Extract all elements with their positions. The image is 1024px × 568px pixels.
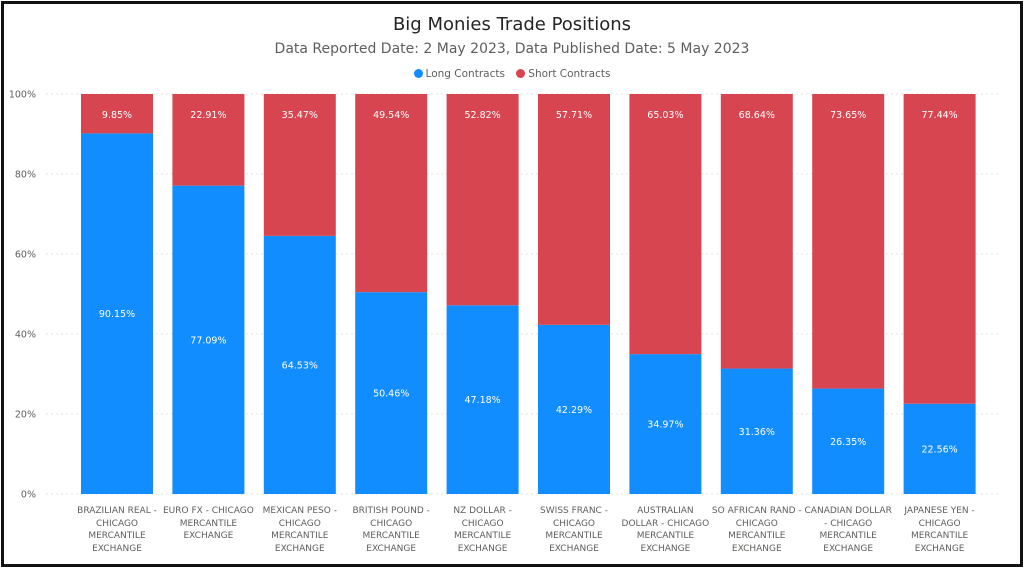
bar-short [263, 94, 336, 236]
data-label-long: 47.18% [464, 395, 500, 406]
legend-item-long[interactable]: Long Contracts [413, 68, 505, 80]
data-label-short: 57.71% [556, 110, 592, 121]
bar-short [81, 94, 153, 134]
bar-short [446, 94, 519, 306]
x-tick-label: CANADIAN DOLLAR - CHICAGO MERCANTILE EXC… [804, 506, 892, 554]
bar-short [538, 94, 610, 325]
bar-long [538, 324, 610, 494]
bar-long [172, 185, 245, 494]
legend-label-short: Short Contracts [528, 68, 611, 80]
y-tick-label: 40% [15, 330, 36, 341]
data-label-long: 50.46% [373, 389, 409, 400]
bar-long [812, 388, 885, 494]
data-label-long: 31.36% [739, 427, 775, 438]
legend-marker-long [413, 69, 423, 78]
chart-subtitle: Data Reported Date: 2 May 2023, Data Pub… [274, 41, 750, 57]
x-tick-label: NZ DOLLAR - CHICAGO MERCANTILE EXCHANGE [453, 506, 512, 554]
y-tick-label: 20% [15, 410, 36, 421]
data-label-long: 26.35% [830, 437, 866, 448]
data-label-short: 77.44% [921, 110, 957, 121]
bar-short [903, 94, 976, 404]
legend-item-short[interactable]: Short Contracts [516, 68, 610, 80]
bar-long [903, 403, 976, 494]
bar-short [355, 94, 428, 293]
data-label-short: 68.64% [739, 110, 775, 121]
legend-label-long: Long Contracts [425, 68, 505, 80]
y-tick-label: 0% [21, 490, 36, 501]
bar-long [629, 354, 702, 494]
bar-long [81, 133, 153, 494]
data-label-short: 22.91% [190, 110, 226, 121]
legend: Long Contracts Short Contracts [0, 68, 1024, 80]
bar-short [629, 94, 702, 355]
bar-long [263, 235, 336, 494]
bar-short [172, 94, 245, 186]
data-label-long: 64.53% [282, 360, 318, 371]
data-label-long: 77.09% [190, 335, 226, 346]
bar-long [355, 292, 428, 494]
bar-short [812, 94, 885, 389]
data-label-long: 90.15% [99, 309, 135, 320]
x-tick-label: SWISS FRANC - CHICAGO MERCANTILE EXCHANG… [540, 506, 608, 554]
data-label-long: 34.97% [647, 420, 683, 431]
legend-marker-short [516, 69, 526, 78]
data-label-short: 52.82% [464, 110, 500, 121]
data-label-short: 49.54% [373, 110, 409, 121]
chart-title: Big Monies Trade Positions [392, 14, 632, 35]
data-label-long: 22.56% [921, 444, 957, 455]
data-label-short: 73.65% [830, 110, 866, 121]
x-tick-label: MEXICAN PESO - CHICAGO MERCANTILE EXCHAN… [262, 506, 337, 554]
y-tick-label: 60% [15, 250, 36, 261]
x-tick-label: BRAZILIAN REAL - CHICAGO MERCANTILE EXCH… [77, 506, 157, 554]
data-label-short: 35.47% [282, 110, 318, 121]
y-tick-label: 80% [15, 170, 36, 181]
bar-long [720, 368, 793, 494]
data-label-short: 9.85% [102, 110, 132, 121]
bar-long [446, 305, 519, 494]
x-tick-label: BRITISH POUND - CHICAGO MERCANTILE EXCHA… [352, 506, 430, 554]
bar-short [720, 94, 793, 369]
y-tick-label: 100% [9, 90, 36, 101]
x-tick-label: SO AFRICAN RAND - CHICAGO MERCANTILE EXC… [711, 506, 802, 554]
data-label-long: 42.29% [556, 405, 592, 416]
x-tick-label: EURO FX - CHICAGO MERCANTILE EXCHANGE [162, 506, 254, 541]
x-tick-label: AUSTRALIAN DOLLAR - CHICAGO MERCANTILE E… [621, 506, 710, 554]
data-label-short: 65.03% [647, 110, 683, 121]
x-tick-label: JAPANESE YEN - CHICAGO MERCANTILE EXCHAN… [904, 506, 975, 554]
